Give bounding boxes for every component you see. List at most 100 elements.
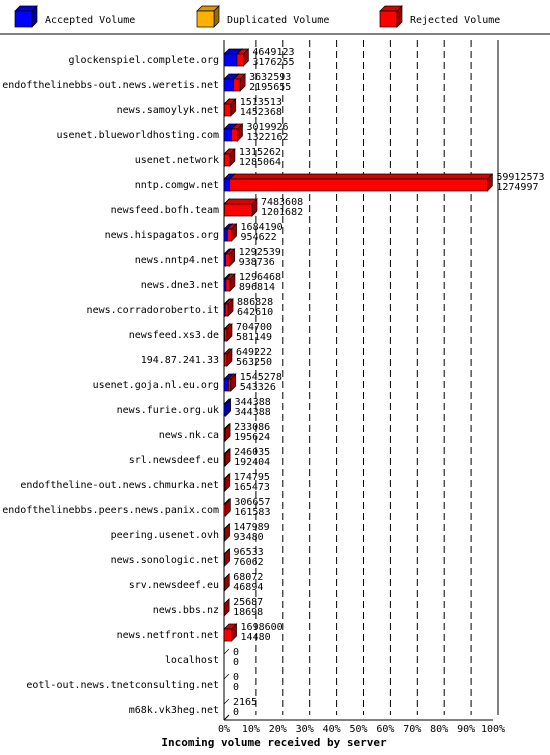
value-label-total: 0 — [233, 672, 239, 683]
empty-bar — [223, 648, 230, 655]
value-label-total: 3019926 — [246, 122, 288, 133]
legend-swatch-2 — [196, 5, 220, 28]
legend-swatch-3 — [379, 5, 403, 28]
server-label: 194.87.241.33 — [141, 355, 219, 366]
empty-bar — [223, 698, 230, 705]
value-label-second: 0 — [233, 657, 239, 668]
rejected-bar — [224, 248, 236, 267]
empty-bar — [223, 673, 230, 680]
value-label-total: 68072 — [233, 572, 263, 583]
server-label: news.samoylyk.net — [117, 105, 219, 116]
rejected-bar — [223, 448, 231, 467]
server-label: nntp.comgw.net — [135, 180, 219, 191]
server-label: eotl-out.news.tnetconsulting.net — [26, 680, 219, 691]
x-tick-label: 20% — [269, 724, 287, 735]
value-label-second: 0 — [233, 707, 239, 718]
value-label-total: 649222 — [236, 347, 272, 358]
axis-corner — [223, 714, 230, 721]
value-label-second: 1452368 — [240, 107, 282, 118]
value-label-second: 1322162 — [246, 132, 288, 143]
value-label-total: 2165 — [233, 697, 257, 708]
rejected-bar — [223, 498, 232, 517]
value-label-second: 195624 — [234, 432, 270, 443]
rejected-bar — [223, 198, 258, 217]
rejected-bar — [223, 148, 236, 167]
legend-label-1: Accepted Volume — [45, 15, 135, 26]
legend-label-3: Rejected Volume — [410, 15, 500, 26]
legend-label-2: Duplicated Volume — [227, 15, 329, 26]
rejected-bar — [223, 323, 233, 342]
value-label-second: 192404 — [234, 457, 270, 468]
accepted-bar — [223, 398, 232, 417]
server-label: endoftheline-out.news.chmurka.net — [20, 480, 219, 491]
server-label: endofthelinebbs.peers.news.panix.com — [2, 505, 219, 516]
server-labels: glockenspiel.complete.org endofthelinebbs… — [2, 55, 219, 716]
server-label: news.furie.org.uk — [117, 405, 219, 416]
rejected-bar — [223, 348, 233, 367]
value-label-second: 2195655 — [249, 82, 291, 93]
value-label-second: 3176255 — [252, 57, 294, 68]
value-label-second: 1201682 — [261, 207, 303, 218]
value-label-total: 7483608 — [261, 197, 303, 208]
server-label: news.nk.ca — [159, 430, 219, 441]
value-label-second: 1274997 — [496, 182, 538, 193]
x-tick-label: 60% — [376, 724, 394, 735]
rejected-bar — [223, 548, 231, 567]
value-label-second: 18698 — [233, 607, 263, 618]
value-label-second: 543326 — [240, 382, 276, 393]
x-tick-label: 70% — [403, 724, 421, 735]
legend: Accepted Volume Duplicated Volume Rejected… — [14, 5, 500, 28]
value-label-total: 25687 — [233, 597, 263, 608]
value-label-second: 954622 — [241, 232, 277, 243]
x-tick-label: 80% — [430, 724, 448, 735]
value-label-total: 147989 — [234, 522, 270, 533]
rejected-bar — [226, 223, 238, 242]
rejected-bar — [223, 523, 231, 542]
server-label: news.corradoroberto.it — [87, 305, 219, 316]
value-label-second: 161583 — [234, 507, 270, 518]
server-label: endofthelinebbs-out.news.weretis.net — [2, 80, 219, 91]
rejected-bar — [236, 48, 250, 67]
value-label-second: 0 — [233, 682, 239, 693]
value-label-total: 1296468 — [239, 272, 281, 283]
value-label-second: 14480 — [241, 632, 271, 643]
x-tick-label: 90% — [457, 724, 475, 735]
value-label-second: 642610 — [237, 307, 273, 318]
x-tick-label: 40% — [323, 724, 341, 735]
x-tick-label: 100% — [481, 724, 505, 735]
value-label-second: 76062 — [234, 557, 264, 568]
value-label-total: 1698600 — [241, 622, 283, 633]
value-label-total: 704700 — [236, 322, 272, 333]
server-label: peering.usenet.ovh — [111, 530, 219, 541]
rejected-bar — [223, 473, 231, 492]
server-label: newsfeed.xs3.de — [129, 330, 219, 341]
value-label-total: 3632593 — [249, 72, 291, 83]
value-label-second: 563250 — [236, 357, 272, 368]
rejected-bar — [225, 273, 236, 292]
value-label-second: 581149 — [236, 332, 272, 343]
server-label: srv.newsdeef.eu — [129, 580, 219, 591]
server-label: news.netfront.net — [117, 630, 219, 641]
value-label-second: 344388 — [235, 407, 271, 418]
value-label-total: 1545278 — [240, 372, 282, 383]
value-label-total: 344388 — [235, 397, 271, 408]
server-label: srl.newsdeef.eu — [129, 455, 219, 466]
server-label: glockenspiel.complete.org — [68, 55, 219, 66]
value-label-total: 886828 — [237, 297, 273, 308]
rejected-bar — [223, 423, 231, 442]
server-label: usenet.goja.nl.eu.org — [93, 380, 219, 391]
value-label-second: 93480 — [234, 532, 264, 543]
rejected-bar — [227, 373, 237, 392]
value-label-total: 1684190 — [241, 222, 283, 233]
value-label-second: 896814 — [239, 282, 275, 293]
server-label: newsfeed.bofh.team — [111, 205, 219, 216]
rejected-bar — [230, 123, 244, 142]
value-label-second: 165473 — [234, 482, 270, 493]
value-label-total: 174795 — [234, 472, 270, 483]
value-label-second: 1285064 — [239, 157, 281, 168]
server-label: usenet.network — [135, 155, 219, 166]
rejected-bar — [223, 623, 238, 642]
rejected-bar — [224, 298, 234, 317]
